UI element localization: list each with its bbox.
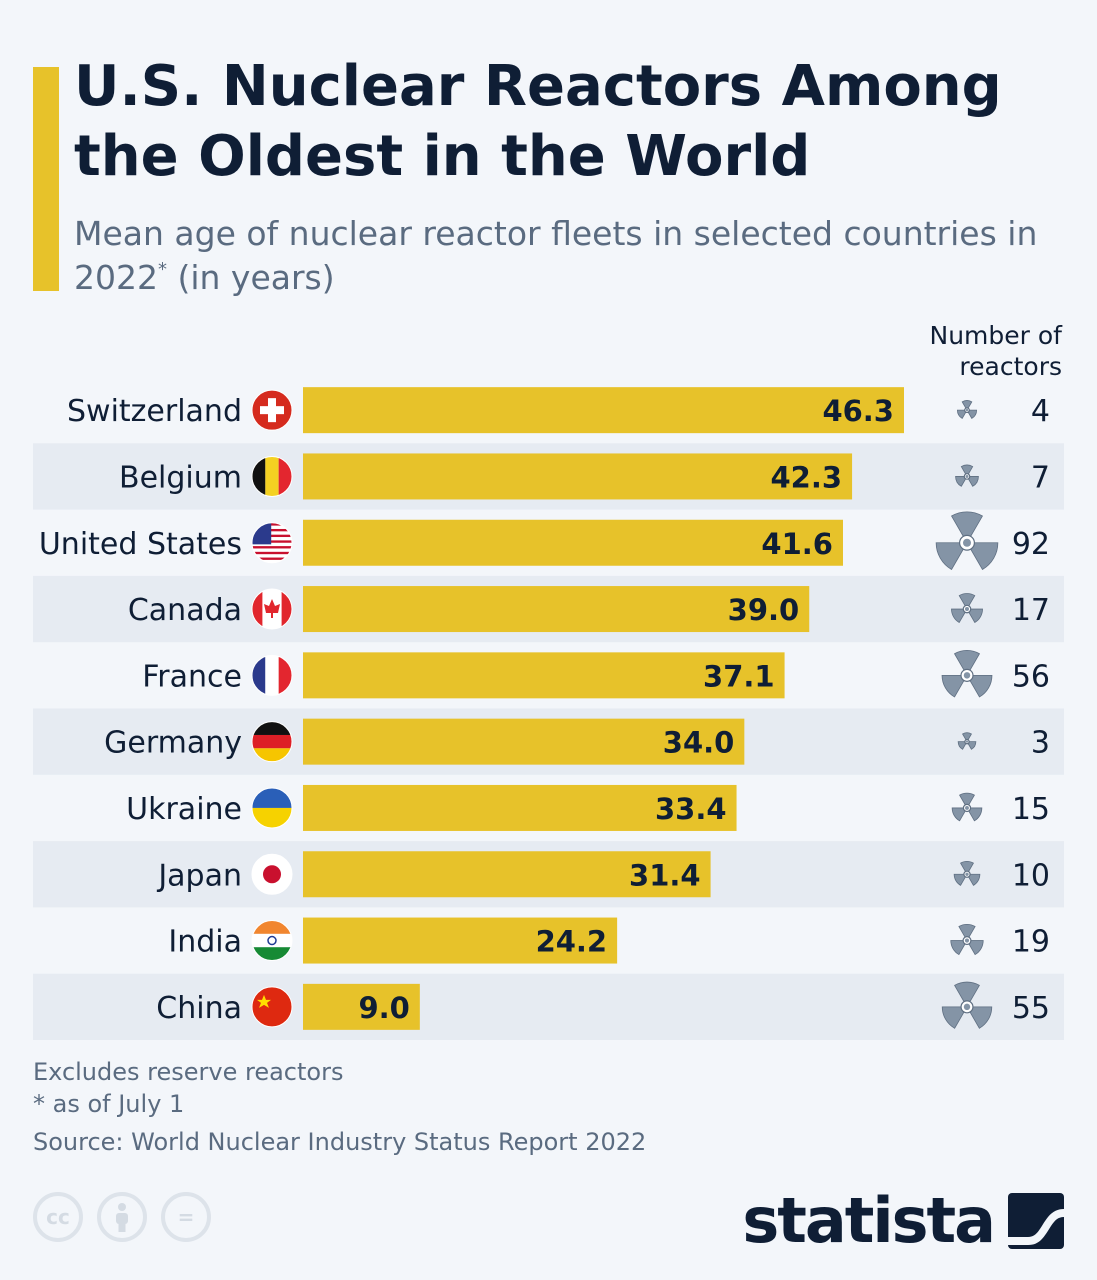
chart-row: Germany 34.0 3: [33, 708, 1064, 775]
chart-row: Canada 39.0 17: [33, 575, 1064, 643]
france-flag-icon: [252, 655, 292, 696]
chart-row: Switzerland 46.3 4: [67, 387, 1050, 434]
person-icon[interactable]: [97, 1192, 147, 1242]
country-label: Belgium: [119, 460, 242, 495]
footnote-asterisk: * as of July 1: [33, 1090, 185, 1118]
country-label: Canada: [128, 593, 242, 628]
country-label: Ukraine: [126, 792, 242, 827]
belgium-flag-icon: [252, 456, 292, 497]
reactor-count-header-line2: reactors: [959, 352, 1062, 381]
row-background: [33, 973, 1064, 1040]
radiation-icon: [957, 732, 977, 750]
country-label: China: [156, 991, 242, 1026]
india-flag-icon: [252, 920, 292, 961]
reactor-count: 7: [1031, 460, 1050, 495]
title-accent-bar: [33, 67, 59, 291]
bar: [303, 387, 904, 434]
radiation-icon: [953, 861, 981, 886]
bar: [303, 652, 785, 699]
value-label: 33.4: [655, 792, 727, 826]
radiation-icon: [935, 511, 999, 571]
country-label: Germany: [104, 726, 242, 761]
switzerland-flag-icon: [252, 390, 292, 431]
bar: [303, 519, 843, 566]
radiation-icon: [941, 650, 993, 698]
value-label: 39.0: [728, 593, 800, 627]
subtitle-unit: (in years): [166, 258, 335, 297]
bar: [303, 851, 711, 898]
country-label: United States: [39, 527, 242, 562]
bar: [303, 586, 810, 633]
subtitle-text: Mean age of nuclear reactor fleets in se…: [74, 214, 1038, 297]
germany-flag-icon: [252, 721, 292, 762]
bar: [303, 718, 745, 765]
country-label: Japan: [156, 858, 242, 893]
value-label: 34.0: [663, 726, 735, 760]
chart-row: Ukraine 33.4 15: [126, 784, 1050, 831]
radiation-icon: [955, 464, 979, 487]
bar: [303, 917, 618, 964]
brand-name: statista: [742, 1184, 996, 1257]
country-label: Switzerland: [67, 394, 242, 429]
reactor-count: 56: [1012, 659, 1050, 694]
bar: [303, 784, 737, 831]
value-label: 24.2: [536, 925, 608, 959]
chart-row: India 24.2 19: [168, 917, 1050, 964]
value-label: 46.3: [822, 394, 894, 428]
statista-mark-icon: [1008, 1193, 1064, 1249]
subtitle-asterisk: *: [157, 259, 167, 280]
country-label: France: [142, 659, 242, 694]
chart-row: Belgium 42.3 7: [33, 443, 1064, 510]
chart-row: China 9.0 55: [33, 973, 1064, 1040]
value-label: 42.3: [771, 460, 843, 494]
reactor-count: 17: [1012, 593, 1050, 628]
statista-logo[interactable]: statista: [742, 1186, 1064, 1256]
person-icon-glyph: [116, 1203, 128, 1232]
reactor-count: 3: [1031, 726, 1050, 761]
radiation-icon: [951, 792, 983, 822]
equal-icon[interactable]: =: [161, 1192, 211, 1242]
bar: [303, 983, 420, 1030]
chart-row: France 37.1 56: [142, 650, 1050, 699]
reactor-count: 19: [1012, 925, 1050, 960]
chart-row: Japan 31.4 10: [33, 841, 1064, 908]
radiation-icon: [941, 981, 993, 1029]
japan-flag-icon: [252, 854, 292, 895]
radiation-icon: [951, 593, 983, 624]
reactor-count-header-line1: Number of: [929, 321, 1062, 350]
source-note: Source: World Nuclear Industry Status Re…: [33, 1128, 647, 1156]
footnote-exclusion: Excludes reserve reactors: [33, 1058, 344, 1086]
page-title: U.S. Nuclear Reactors Among the Oldest i…: [74, 54, 1002, 189]
license-icons: cc =: [33, 1192, 211, 1242]
reactor-count: 15: [1012, 792, 1050, 827]
bar-chart: Switzerland 46.3 4 Belgium 42.3 7 United State…: [33, 387, 1064, 1040]
value-label: 37.1: [703, 659, 775, 693]
reactor-count: 55: [1012, 991, 1050, 1026]
bar: [303, 453, 853, 500]
country-label: India: [168, 925, 242, 960]
value-label: 9.0: [358, 991, 409, 1025]
reactor-count-header: Number of reactors: [862, 320, 1062, 382]
page-subtitle: Mean age of nuclear reactor fleets in se…: [74, 212, 1054, 300]
canada-flag-icon: [252, 589, 292, 630]
value-label: 31.4: [629, 858, 701, 892]
china-flag-icon: [252, 986, 292, 1027]
value-label: 41.6: [761, 527, 833, 561]
chart-row: United States 41.6 92: [39, 511, 1050, 571]
reactor-count: 10: [1012, 858, 1050, 893]
reactor-count: 92: [1012, 527, 1050, 562]
cc-icon[interactable]: cc: [33, 1192, 83, 1242]
reactor-count: 4: [1031, 394, 1050, 429]
ukraine-flag-icon: [252, 787, 292, 828]
radiation-icon: [950, 923, 984, 956]
radiation-icon: [956, 400, 978, 420]
